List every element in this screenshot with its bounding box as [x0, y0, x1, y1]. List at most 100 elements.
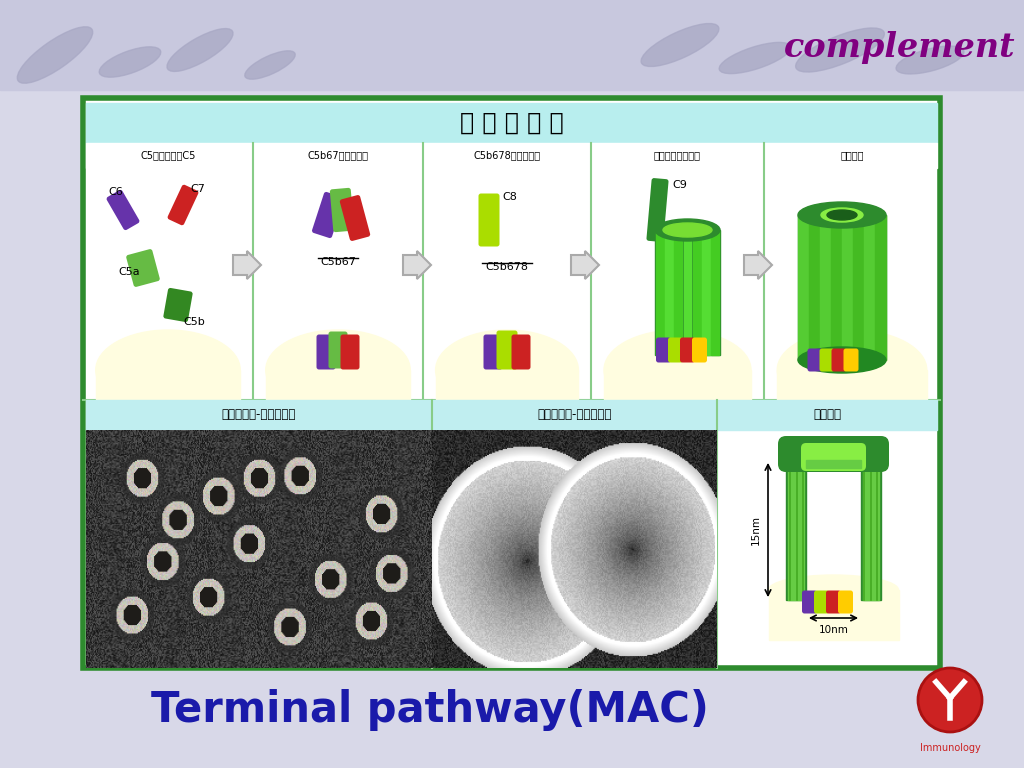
Ellipse shape: [798, 202, 886, 228]
Ellipse shape: [99, 47, 161, 77]
FancyBboxPatch shape: [778, 436, 889, 472]
Bar: [820, 215, 831, 360]
FancyBboxPatch shape: [844, 349, 858, 372]
FancyBboxPatch shape: [646, 178, 669, 242]
FancyBboxPatch shape: [329, 332, 347, 369]
Ellipse shape: [663, 223, 712, 237]
Ellipse shape: [777, 330, 927, 410]
Text: Terminal pathway(MAC): Terminal pathway(MAC): [152, 689, 709, 731]
FancyBboxPatch shape: [106, 190, 139, 230]
Bar: [874, 215, 886, 360]
Bar: [798, 215, 809, 360]
Text: C5b67复合物形成: C5b67复合物形成: [307, 151, 369, 161]
Ellipse shape: [641, 24, 719, 67]
FancyBboxPatch shape: [814, 591, 829, 614]
FancyBboxPatch shape: [680, 337, 695, 362]
FancyBboxPatch shape: [692, 337, 707, 362]
Text: C5b678: C5b678: [485, 262, 528, 272]
Text: 细胞膜损伤-正面观为环: 细胞膜损伤-正面观为环: [222, 409, 296, 422]
FancyBboxPatch shape: [126, 249, 160, 287]
Bar: [788, 460, 804, 600]
Bar: [96, 370, 241, 410]
Bar: [701, 230, 710, 355]
Ellipse shape: [604, 330, 751, 410]
Bar: [666, 230, 673, 355]
Bar: [675, 230, 682, 355]
Bar: [86, 143, 937, 168]
Text: complement: complement: [784, 31, 1016, 65]
FancyBboxPatch shape: [340, 195, 371, 241]
Bar: [786, 460, 881, 470]
Bar: [432, 400, 717, 430]
Text: C5转化酶裂解C5: C5转化酶裂解C5: [140, 151, 196, 161]
Ellipse shape: [266, 330, 411, 410]
FancyBboxPatch shape: [312, 192, 344, 238]
FancyBboxPatch shape: [801, 443, 866, 471]
Text: C5b: C5b: [183, 317, 205, 327]
Ellipse shape: [167, 28, 233, 71]
Bar: [435, 370, 579, 410]
Text: 15nm: 15nm: [751, 515, 761, 545]
Bar: [86, 400, 432, 430]
FancyBboxPatch shape: [512, 335, 530, 369]
FancyBboxPatch shape: [656, 337, 671, 362]
Bar: [266, 370, 411, 410]
Text: 10nm: 10nm: [818, 625, 849, 635]
Text: C6: C6: [108, 187, 123, 197]
Bar: [864, 215, 874, 360]
Ellipse shape: [896, 46, 964, 74]
Text: Immunology: Immunology: [920, 743, 980, 753]
FancyArrow shape: [571, 251, 599, 279]
Ellipse shape: [655, 219, 720, 241]
Text: 膜 攻 击 阶 段: 膜 攻 击 阶 段: [460, 111, 563, 135]
FancyBboxPatch shape: [168, 184, 199, 225]
Text: 膜攻击复合物形成: 膜攻击复合物形成: [654, 151, 701, 161]
FancyBboxPatch shape: [838, 591, 853, 614]
Bar: [863, 460, 879, 600]
FancyBboxPatch shape: [497, 330, 517, 369]
Ellipse shape: [796, 28, 885, 72]
Text: C5b678嵌入细胞膜: C5b678嵌入细胞膜: [473, 151, 541, 161]
FancyBboxPatch shape: [802, 591, 817, 614]
Bar: [806, 460, 861, 468]
Text: C8: C8: [502, 192, 517, 202]
Bar: [684, 230, 691, 355]
Ellipse shape: [821, 208, 863, 222]
Bar: [604, 370, 751, 410]
Ellipse shape: [768, 575, 898, 605]
Text: C9: C9: [673, 180, 687, 190]
FancyBboxPatch shape: [668, 337, 683, 362]
Text: C7: C7: [190, 184, 205, 194]
FancyBboxPatch shape: [808, 349, 822, 372]
Circle shape: [918, 668, 982, 732]
Bar: [656, 230, 664, 355]
Text: 细胞膜损伤-侧面观为管: 细胞膜损伤-侧面观为管: [538, 409, 611, 422]
Bar: [86, 103, 937, 143]
Bar: [777, 370, 927, 410]
FancyBboxPatch shape: [341, 335, 359, 369]
FancyBboxPatch shape: [483, 335, 503, 369]
FancyBboxPatch shape: [478, 194, 500, 247]
FancyArrow shape: [403, 251, 431, 279]
FancyArrow shape: [233, 251, 261, 279]
Bar: [861, 460, 881, 600]
Ellipse shape: [96, 330, 241, 410]
Ellipse shape: [245, 51, 295, 79]
Bar: [853, 215, 864, 360]
Bar: [786, 460, 806, 600]
Text: C5b67: C5b67: [321, 257, 356, 267]
FancyBboxPatch shape: [330, 188, 354, 232]
Bar: [768, 590, 898, 640]
FancyBboxPatch shape: [316, 335, 336, 369]
Bar: [655, 230, 720, 355]
FancyArrow shape: [744, 251, 772, 279]
Text: 跨膜孔道: 跨膜孔道: [813, 409, 841, 422]
Bar: [0, 0, 1024, 90]
FancyBboxPatch shape: [826, 591, 841, 614]
Bar: [717, 400, 937, 430]
Ellipse shape: [435, 330, 579, 410]
FancyBboxPatch shape: [164, 288, 193, 322]
Bar: [831, 215, 842, 360]
FancyBboxPatch shape: [831, 349, 847, 372]
Bar: [693, 230, 700, 355]
